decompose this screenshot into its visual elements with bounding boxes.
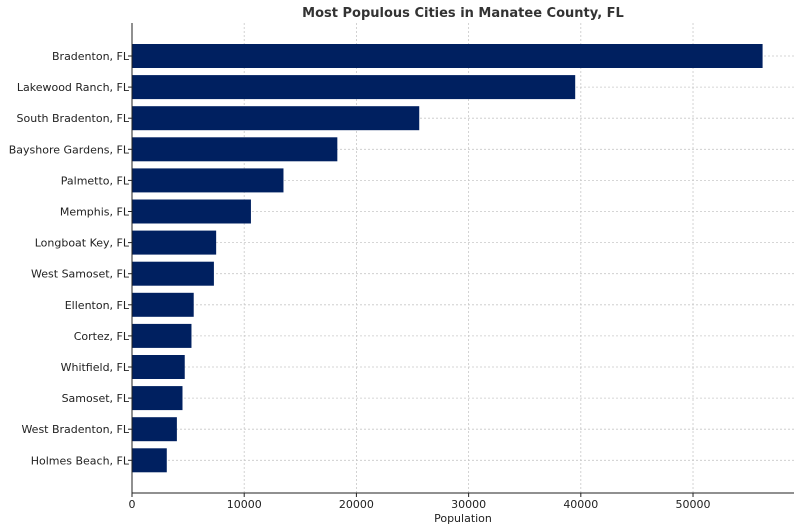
bar bbox=[132, 417, 177, 442]
x-tick-label: 30000 bbox=[451, 498, 486, 511]
bar bbox=[132, 230, 217, 255]
bar bbox=[132, 106, 420, 131]
bar bbox=[132, 137, 338, 162]
x-tick-label: 40000 bbox=[563, 498, 598, 511]
y-tick-label: Longboat Key, FL bbox=[35, 237, 130, 250]
y-tick-label: Cortez, FL bbox=[74, 330, 130, 343]
x-tick-label: 0 bbox=[129, 498, 136, 511]
y-tick-label: Lakewood Ranch, FL bbox=[17, 81, 130, 94]
bar bbox=[132, 386, 183, 411]
bar bbox=[132, 448, 167, 473]
y-tick-label: Bradenton, FL bbox=[52, 50, 130, 63]
bar bbox=[132, 75, 576, 100]
bar bbox=[132, 261, 214, 286]
x-tick-label: 50000 bbox=[676, 498, 711, 511]
y-tick-label: West Bradenton, FL bbox=[21, 423, 129, 436]
bar bbox=[132, 292, 194, 317]
x-tick-label: 10000 bbox=[227, 498, 262, 511]
y-tick-labels: Bradenton, FL Lakewood Ranch, FL South Bra… bbox=[9, 50, 132, 467]
y-tick-label: Samoset, FL bbox=[62, 392, 130, 405]
bar bbox=[132, 199, 251, 224]
bar bbox=[132, 323, 192, 348]
y-tick-label: Whitfield, FL bbox=[61, 361, 130, 374]
chart-title: Most Populous Cities in Manatee County, … bbox=[302, 6, 624, 21]
bar bbox=[132, 168, 284, 193]
y-tick-label: Holmes Beach, FL bbox=[31, 454, 130, 467]
y-tick-label: Ellenton, FL bbox=[65, 299, 130, 312]
y-tick-label: Bayshore Gardens, FL bbox=[9, 143, 130, 156]
bars bbox=[132, 44, 763, 473]
bar bbox=[132, 44, 763, 68]
y-tick-label: South Bradenton, FL bbox=[17, 112, 130, 125]
y-tick-label: Palmetto, FL bbox=[61, 174, 130, 187]
x-tick-label: 20000 bbox=[339, 498, 374, 511]
bar bbox=[132, 355, 185, 379]
y-tick-label: Memphis, FL bbox=[60, 206, 130, 219]
x-tick-labels: 0 10000 20000 30000 40000 50000 bbox=[129, 493, 711, 511]
x-axis-label: Population bbox=[434, 512, 492, 525]
y-tick-label: West Samoset, FL bbox=[31, 268, 130, 281]
